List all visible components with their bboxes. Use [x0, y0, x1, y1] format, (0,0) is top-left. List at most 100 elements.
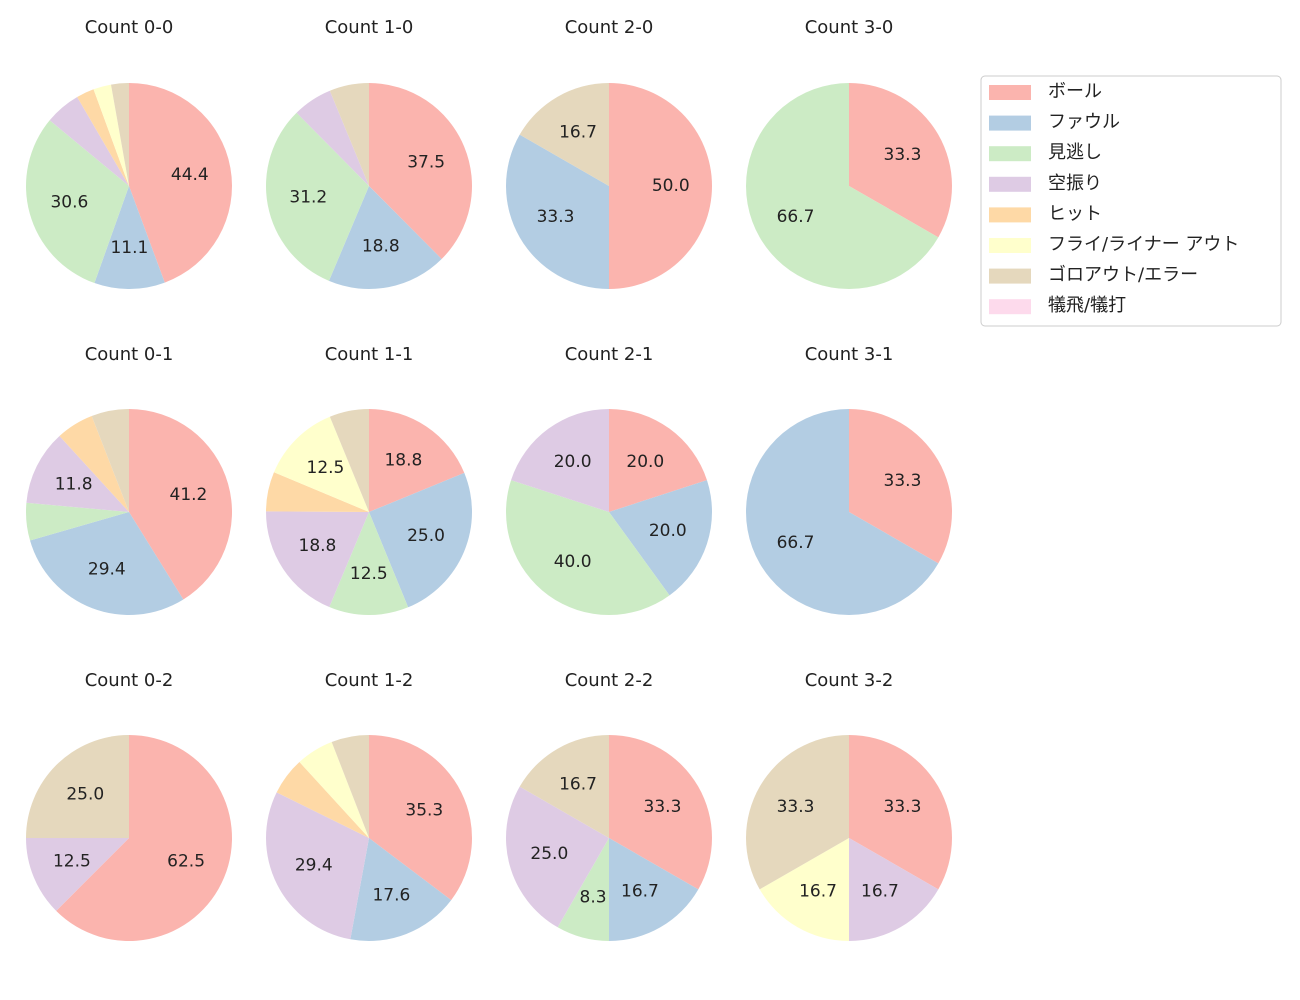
slice-label: 37.5	[407, 152, 445, 172]
legend-label: 空振り	[1048, 173, 1102, 194]
pie-slice	[266, 511, 369, 608]
legend-label: ヒット	[1048, 203, 1102, 224]
slice-label: 18.8	[384, 451, 422, 471]
pie-slice	[110, 83, 129, 186]
pie-slice	[505, 786, 609, 928]
pie-slice	[49, 96, 129, 186]
legend-swatch	[989, 207, 1031, 223]
legend-swatch	[989, 115, 1031, 131]
slice-label: 33.3	[777, 797, 815, 817]
chart-title: Count 0-2	[85, 670, 174, 691]
pie-slice	[94, 186, 165, 289]
pie-slice	[511, 409, 609, 512]
slice-label: 16.7	[799, 881, 837, 901]
legend-box	[980, 75, 1282, 327]
pie-slice	[59, 415, 129, 512]
legend-swatch	[989, 85, 1031, 100]
legend-label: フライ/ライナー アウト	[1048, 234, 1239, 255]
slice-label: 33.3	[644, 797, 682, 817]
pie-slice	[56, 735, 233, 941]
pie-slice	[26, 435, 129, 512]
pie-slice	[849, 735, 953, 890]
slice-label: 16.7	[861, 881, 899, 901]
pie-slice	[369, 409, 465, 512]
slice-label: 16.7	[621, 881, 659, 901]
pie-slice	[129, 83, 232, 283]
slice-label: 12.5	[307, 458, 345, 478]
chart-title: Count 1-1	[325, 344, 414, 365]
pie-slice	[369, 83, 472, 260]
pie-slice	[609, 83, 712, 289]
pie-slice	[25, 120, 130, 284]
legend-label: 見逃し	[1048, 142, 1102, 163]
chart-title: Count 3-2	[805, 670, 894, 691]
legend-swatch	[989, 238, 1031, 253]
chart-title: Count 2-0	[565, 17, 654, 38]
chart-title: Count 0-1	[85, 344, 174, 365]
pie-slice	[329, 512, 409, 615]
chart-title: Count 1-2	[325, 670, 414, 691]
slice-label: 20.0	[649, 521, 687, 541]
chart-title: Count 3-0	[805, 17, 894, 38]
pie-slice	[557, 838, 609, 941]
legend-swatch	[989, 299, 1031, 315]
legend-swatch	[989, 146, 1031, 162]
pie-slice	[25, 502, 129, 541]
chart-title: Count 3-1	[805, 344, 894, 365]
legend-swatch	[989, 176, 1031, 192]
pie-slice	[609, 838, 699, 941]
slice-label: 20.0	[554, 452, 592, 472]
pie-slice	[350, 838, 452, 942]
pie-slice	[77, 89, 129, 186]
pie-slice	[93, 84, 129, 186]
pie-slice	[849, 838, 939, 941]
pie-slice	[519, 83, 609, 186]
legend-label: ボール	[1048, 81, 1102, 102]
chart-title: Count 1-0	[325, 17, 414, 38]
pie-slice	[296, 90, 369, 186]
slice-label: 40.0	[554, 552, 592, 572]
slice-label: 33.3	[884, 145, 922, 165]
slice-label: 44.4	[171, 165, 209, 185]
pie-slice	[609, 735, 712, 890]
slice-label: 17.6	[372, 886, 410, 906]
pie-slice	[329, 83, 369, 186]
slice-label: 33.3	[537, 207, 575, 227]
pie-slice	[299, 741, 369, 838]
pie-slice	[329, 409, 369, 512]
legend-label: ゴロアウト/エラー	[1048, 265, 1198, 286]
slice-label: 66.7	[777, 533, 815, 553]
slice-label: 11.1	[110, 238, 148, 258]
slice-label: 50.0	[652, 176, 690, 196]
pie-slice	[759, 838, 849, 941]
pie-slice	[369, 735, 472, 901]
legend-label: ファウル	[1048, 112, 1120, 133]
slice-label: 66.7	[777, 207, 815, 227]
slice-label: 16.7	[559, 123, 597, 143]
pie-slice	[26, 838, 129, 911]
pie-slice	[609, 409, 707, 512]
pie-slice	[273, 416, 369, 512]
chart-title: Count 2-1	[565, 344, 654, 365]
slice-label: 33.3	[884, 471, 922, 491]
slice-label: 20.0	[626, 452, 664, 472]
slice-label: 35.3	[405, 800, 443, 820]
slice-label: 16.7	[559, 775, 597, 795]
pie-slice	[266, 112, 369, 281]
pie-slice	[129, 409, 233, 600]
pie-slice	[745, 735, 849, 890]
pie-slice	[328, 186, 442, 289]
pie-slice	[745, 409, 939, 616]
pie-slice	[849, 83, 953, 238]
pie-slice	[505, 134, 609, 289]
slice-label: 12.5	[350, 564, 388, 584]
legend-label: 犠飛/犠打	[1048, 295, 1126, 316]
pie-slice	[331, 735, 369, 838]
slice-label: 25.0	[407, 526, 445, 546]
slice-label: 25.0	[66, 784, 104, 804]
slice-label: 11.8	[55, 475, 93, 495]
pie-slice	[609, 480, 712, 596]
pie-slice	[276, 762, 369, 838]
